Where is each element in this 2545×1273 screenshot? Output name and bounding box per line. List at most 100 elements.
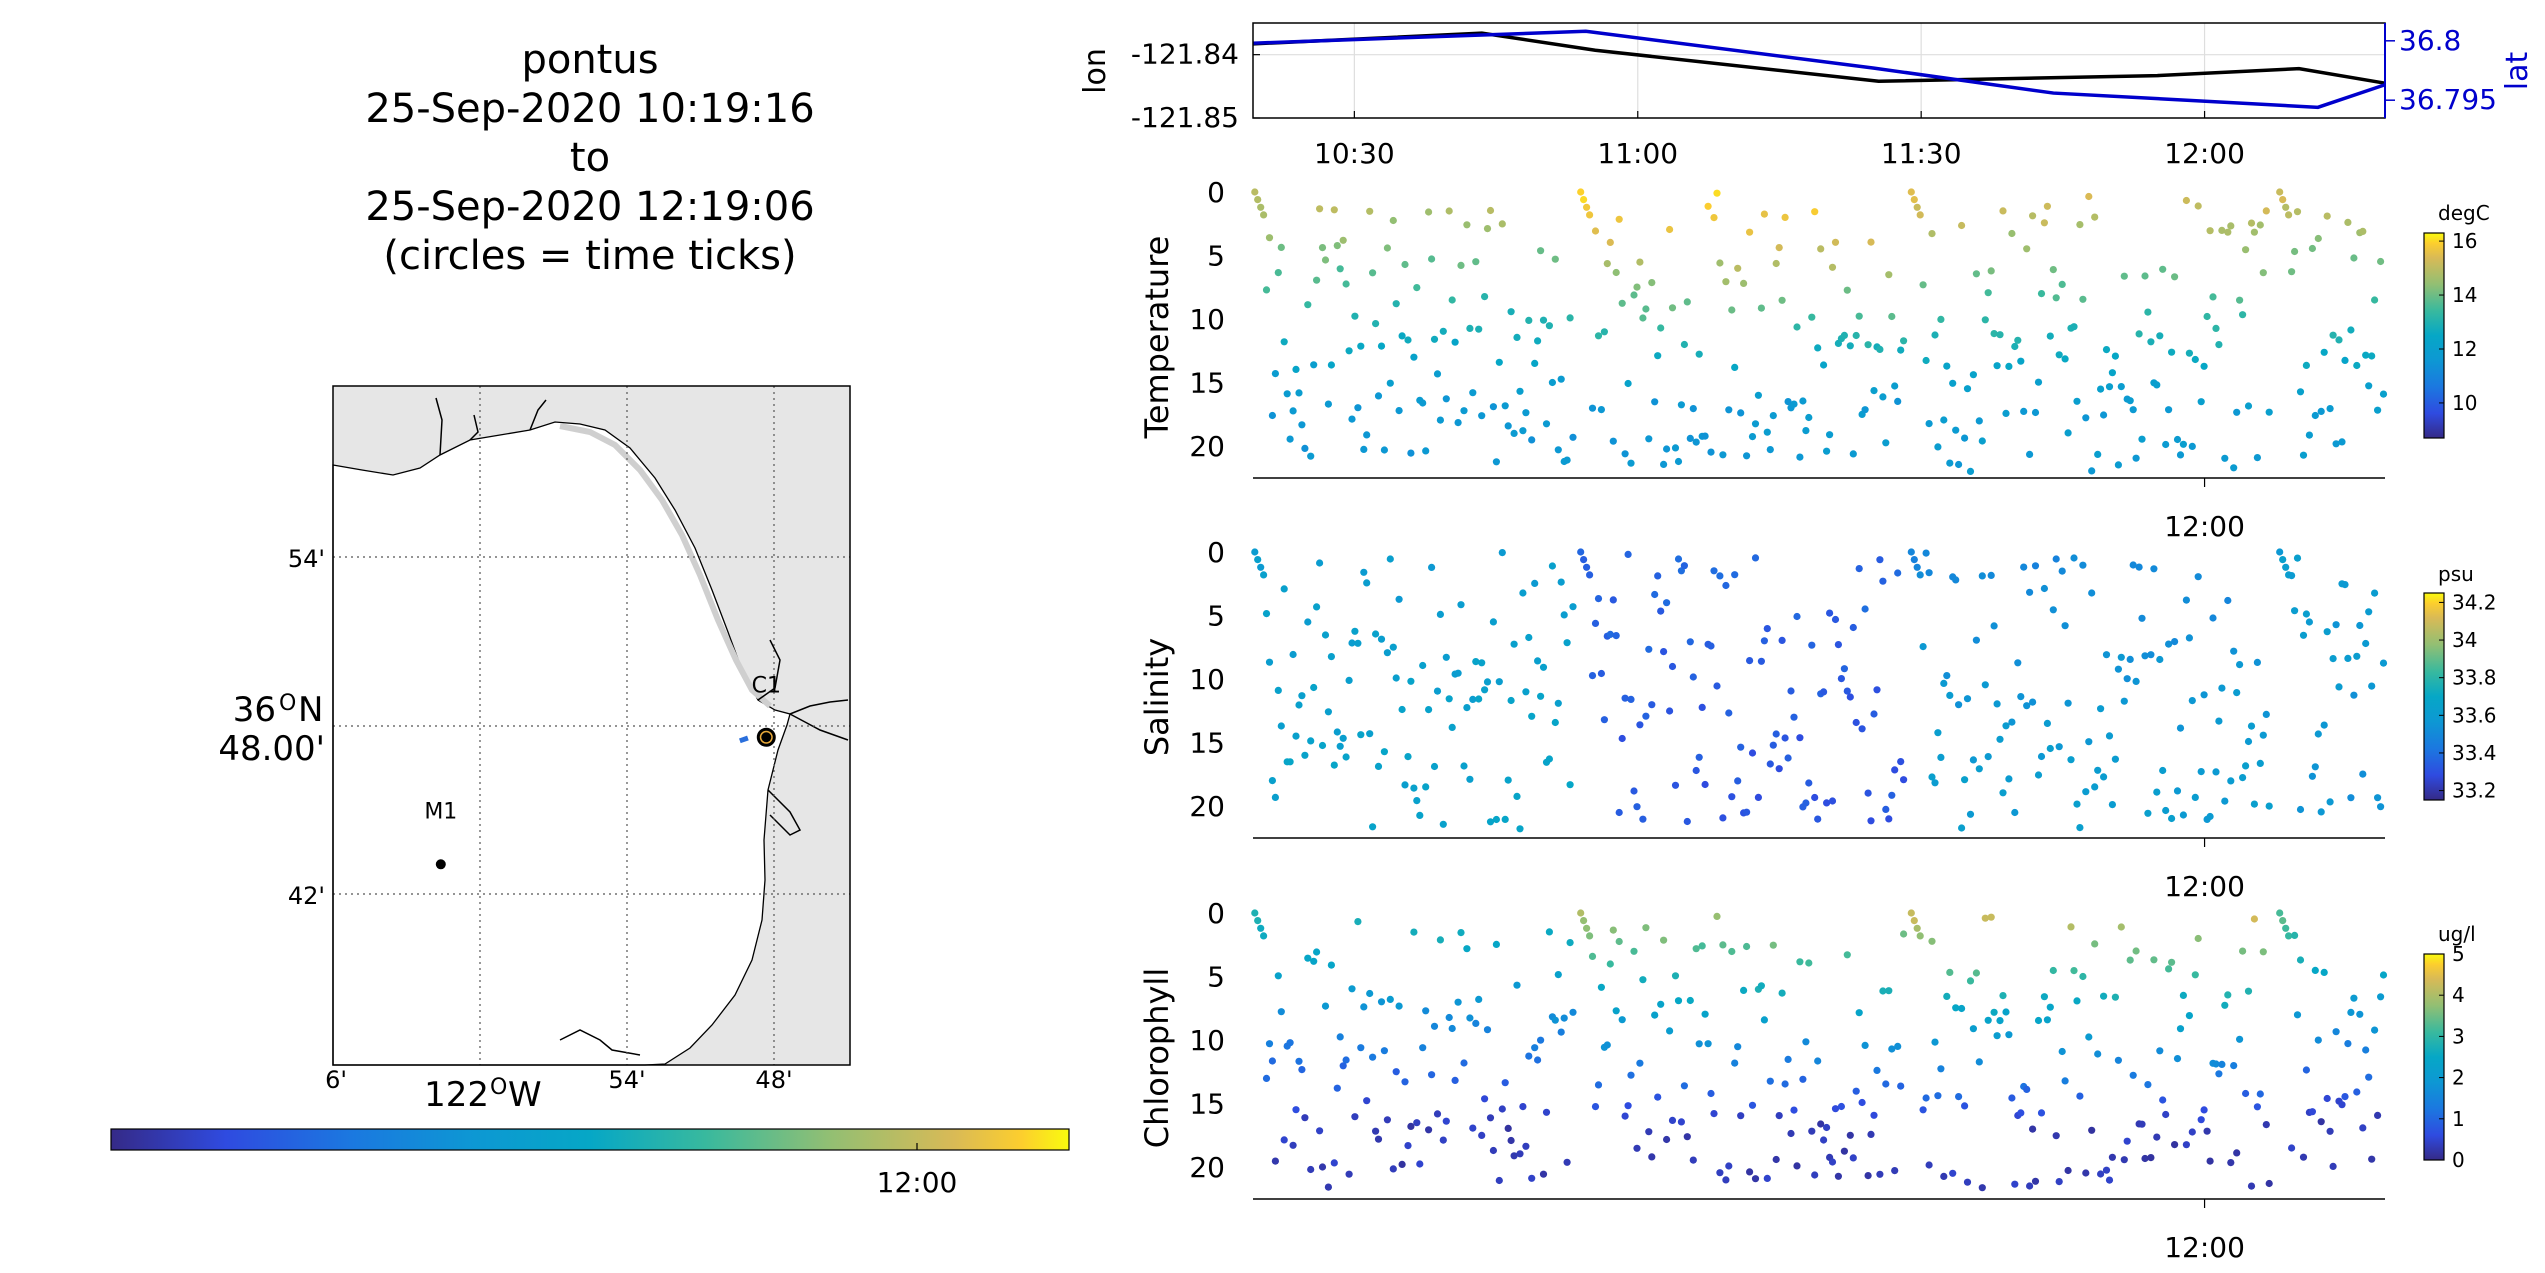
salinity-point xyxy=(1666,707,1674,715)
temperature-point xyxy=(2011,342,2019,351)
chlorophyll-point xyxy=(1428,1071,1436,1079)
temperature-point xyxy=(1805,413,1813,422)
salinity-point xyxy=(1537,692,1545,700)
temperature-point xyxy=(1606,238,1614,246)
chlorophyll-point xyxy=(1569,1008,1577,1016)
chlorophyll-point xyxy=(1612,1007,1620,1015)
salinity-point xyxy=(1913,563,1921,571)
temperature-point xyxy=(1891,382,1899,390)
salinity-point xyxy=(1987,571,1995,580)
temperature-point xyxy=(1746,228,1754,236)
chlorophyll-point xyxy=(1257,924,1265,932)
chlorophyll-point xyxy=(2197,1116,2205,1124)
temperature-point xyxy=(2293,208,2302,216)
temperature-point xyxy=(1802,427,1810,435)
salinity-point xyxy=(2061,622,2069,630)
chlorophyll-point xyxy=(1268,1057,1276,1065)
temperature-point xyxy=(2102,346,2111,354)
chlorophyll-point xyxy=(2138,1120,2146,1128)
temperature-point xyxy=(1913,203,1921,211)
chlorophyll-point xyxy=(1674,997,1683,1005)
chlorophyll-point xyxy=(1975,1058,1983,1066)
temperature-point xyxy=(1422,447,1430,455)
temperature-point xyxy=(1489,403,1497,411)
temperature-point xyxy=(1534,337,1542,345)
chlorophyll-point xyxy=(1439,1136,1447,1144)
temperature-point xyxy=(1984,289,1992,297)
chlorophyll-point xyxy=(2221,1001,2229,1009)
salinity-point xyxy=(2374,794,2382,802)
temperature-point xyxy=(2026,450,2034,458)
salinity-point xyxy=(1254,556,1262,564)
salinity-point xyxy=(2341,581,2349,589)
salinity-point xyxy=(1698,703,1706,712)
salinity-point xyxy=(1495,678,1503,686)
chlorophyll-point xyxy=(1716,1169,1724,1177)
chlorophyll-point xyxy=(2282,924,2290,932)
salinity-point xyxy=(1580,556,1588,564)
chlorophyll-point xyxy=(1668,1116,1677,1124)
chlorophyll-point xyxy=(1963,1178,1972,1186)
temperature-point xyxy=(1260,211,1268,219)
chlorophyll-point xyxy=(1873,1066,1881,1074)
salinity-point xyxy=(1627,695,1635,704)
temperature-point xyxy=(2347,326,2355,334)
salinity-colorbar xyxy=(2423,592,2445,801)
chlorophyll-point xyxy=(2329,1162,2337,1170)
temperature-point xyxy=(2162,440,2170,449)
temperature-point xyxy=(2085,192,2093,201)
temperature-point xyxy=(1380,446,1388,454)
salinity-point xyxy=(1900,776,1908,784)
chlorophyll-point xyxy=(1952,1004,1960,1012)
temperature-point xyxy=(1728,306,1736,314)
temperature-point xyxy=(1820,361,1828,369)
temperature-point xyxy=(1433,370,1442,378)
salinity-point xyxy=(2250,800,2258,808)
station-marker-m1 xyxy=(435,859,446,870)
temperature-point xyxy=(1495,358,1503,366)
salinity-point xyxy=(2126,655,2134,664)
salinity-point xyxy=(1286,758,1294,766)
chlorophyll-ytick-label-0: 0 xyxy=(1207,897,1225,930)
chlorophyll-point xyxy=(1495,1176,1503,1185)
salinity-point xyxy=(2185,634,2193,642)
temperature-point xyxy=(2185,349,2193,357)
salinity-point xyxy=(1392,674,1400,682)
chlorophyll-point xyxy=(1999,992,2007,1000)
temperature-point xyxy=(1840,331,1848,339)
salinity-point xyxy=(2209,614,2217,622)
temperature-point xyxy=(1510,429,1518,437)
temperature-point xyxy=(1498,220,1506,228)
temperature-cbar-label: degC xyxy=(2438,201,2490,225)
temperature-point xyxy=(2023,245,2031,253)
salinity-point xyxy=(1539,663,1548,671)
temperature-point xyxy=(1268,411,1276,420)
salinity-point xyxy=(1870,710,1878,718)
temperature-point xyxy=(1374,392,1383,400)
salinity-point xyxy=(2147,651,2155,659)
salinity-point xyxy=(1469,695,1477,704)
salinity-point xyxy=(2179,811,2187,819)
salinity-point xyxy=(2014,659,2022,667)
salinity-point xyxy=(1808,641,1816,649)
salinity-point xyxy=(1463,704,1471,712)
chlorophyll-point xyxy=(1990,1008,1998,1016)
salinity-point xyxy=(1422,783,1430,791)
temperature-point xyxy=(1769,412,1777,420)
temperature-point xyxy=(2341,356,2349,364)
chlorophyll-point xyxy=(2085,1033,2093,1041)
chlorophyll-point xyxy=(1318,1163,1327,1171)
salinity-point xyxy=(1674,555,1683,563)
temperature-point xyxy=(1588,404,1597,412)
temperature-point xyxy=(1897,346,1905,354)
temperature-point xyxy=(1900,337,1908,345)
salinity-point xyxy=(1454,669,1462,677)
salinity-point xyxy=(1757,657,1765,665)
temperature-point xyxy=(1993,362,2001,370)
temperature-point xyxy=(1817,245,1825,253)
chlorophyll-point xyxy=(1630,947,1638,955)
chlorophyll-point xyxy=(1852,1087,1860,1095)
salinity-point xyxy=(2224,596,2232,605)
salinity-point xyxy=(1763,625,1771,633)
chlorophyll-point xyxy=(2247,1182,2256,1190)
